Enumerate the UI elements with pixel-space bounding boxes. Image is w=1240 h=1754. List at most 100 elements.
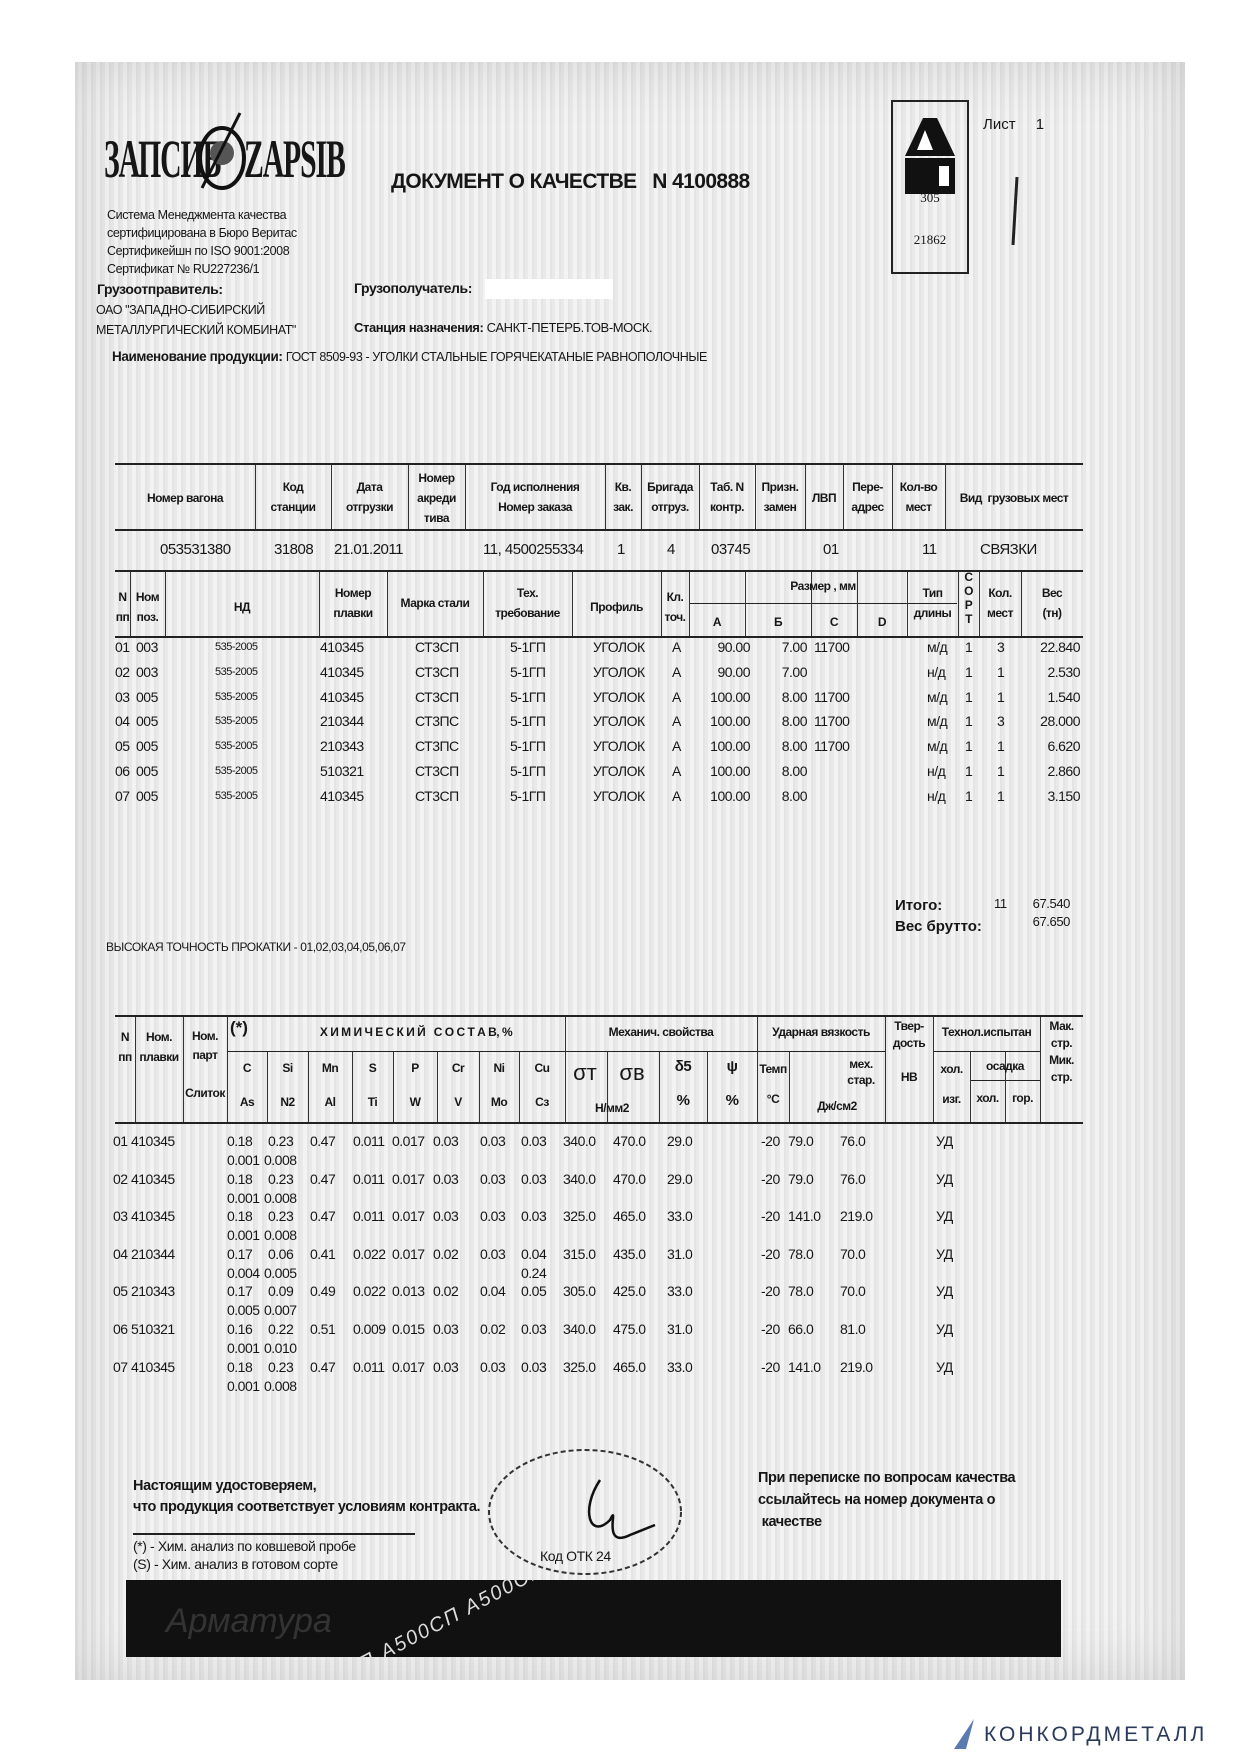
- item-row-4-places: 3: [997, 713, 1005, 730]
- item-row-2-tech: 5-1ГП: [510, 663, 546, 680]
- rolling-accuracy-note: ВЫСОКАЯ ТОЧНОСТЬ ПРОКАТКИ - 01,02,03,04,…: [106, 940, 406, 954]
- table-column-divider: [165, 572, 166, 636]
- footnote-product-analysis: (S) - Хим. анализ в готовом сорте: [133, 1556, 338, 1572]
- chem-row-1-si: 0.23: [268, 1133, 294, 1149]
- chem-row-1-delta5: 29.0: [667, 1133, 693, 1149]
- chem-row-3-delta5: 33.0: [667, 1208, 693, 1225]
- chem-row-4-as: 0.004: [227, 1264, 260, 1281]
- chem-row-5-n2: 0.007: [264, 1302, 297, 1319]
- header-a: А: [712, 615, 722, 629]
- total-places: 11: [994, 896, 1007, 911]
- chem-row-5-impact-aged: 70.0: [840, 1283, 866, 1300]
- item-row-7-size-b: 8.00: [781, 787, 808, 804]
- item-row-2-sort: 1: [965, 663, 973, 680]
- shipment-wagon: 053531380: [160, 541, 231, 558]
- chem-row-4-sigma-t: 315.0: [563, 1245, 596, 1262]
- chem-row-3-sigma-t: 325.0: [563, 1208, 596, 1225]
- item-row-4-length-type: м/д: [927, 713, 948, 730]
- table-column-divider: [689, 572, 690, 636]
- table-column-divider: [907, 572, 908, 636]
- table-rule: [115, 529, 1083, 531]
- table-rule: [115, 1122, 1083, 1124]
- item-row-4-size-c: 11700: [814, 713, 850, 730]
- table-column-divider: [393, 1052, 394, 1122]
- table-column-divider: [933, 1017, 934, 1122]
- chem-header-element: P W: [409, 1061, 421, 1109]
- shipment-lvp: 01: [823, 541, 839, 558]
- item-row-3-profile: УГОЛОК: [593, 688, 645, 705]
- item-row-5-pos: 005: [136, 738, 158, 755]
- certification-line: Система Менеджмента качества: [107, 208, 287, 222]
- footnote-ladle-analysis: (*) - Хим. анализ по ковшевой пробе: [133, 1538, 356, 1554]
- item-row-2-profile: УГОЛОК: [593, 663, 645, 680]
- gross-weight-label: Вес брутто:: [895, 918, 982, 935]
- item-row-3-grade: СТ3СП: [415, 688, 459, 705]
- item-row-5-sort: 1: [965, 738, 973, 755]
- item-row-5-class: А: [672, 738, 681, 755]
- chem-row-7-cr: 0.03: [433, 1358, 459, 1375]
- table-rule: [689, 603, 957, 604]
- chem-row-5-impact: 78.0: [788, 1283, 814, 1300]
- header-replace: Призн. замен: [761, 480, 799, 514]
- table-column-divider: [227, 1017, 228, 1122]
- table-column-divider: [857, 572, 858, 636]
- mc-mark-box: 305 21862: [891, 100, 969, 274]
- chem-row-6-mn: 0.51: [310, 1321, 336, 1337]
- chem-row-6-heat: 06 510321: [113, 1321, 175, 1337]
- chem-row-5-mn: 0.49: [310, 1283, 336, 1300]
- chem-header-impact: Ударная вязкость: [772, 1025, 870, 1039]
- chem-row-3-cr: 0.03: [433, 1208, 459, 1225]
- item-row-2-pos: 003: [136, 663, 158, 680]
- item-row-1-heat: 410345: [320, 639, 364, 655]
- item-row-1-nd: 535-2005: [215, 641, 258, 653]
- chem-header-upset: осадка: [986, 1059, 1024, 1073]
- item-row-1-grade: СТ3СП: [415, 639, 459, 655]
- chem-row-3-as: 0.001: [227, 1227, 260, 1244]
- item-row-4-pos: 005: [136, 713, 158, 730]
- certification-line: Сертификейшн по ISO 9001:2008: [107, 244, 290, 258]
- chem-row-6-temp: -20: [761, 1321, 780, 1337]
- table-rule: [565, 1051, 757, 1052]
- shipment-date: 21.01.2011: [334, 541, 403, 558]
- item-row-3-size-b: 8.00: [781, 688, 808, 705]
- chem-row-6-n2: 0.010: [264, 1340, 297, 1356]
- chem-row-1-c: 0.18: [227, 1133, 253, 1149]
- table-column-divider: [483, 572, 484, 636]
- table-column-divider: [811, 572, 812, 636]
- item-row-5-n: 05: [115, 738, 130, 755]
- chem-row-3-s: 0.011: [353, 1208, 385, 1225]
- konkord-logo-text: КОНКОРДМЕТАЛЛ: [984, 1723, 1208, 1746]
- table-column-divider: [843, 465, 844, 529]
- item-row-2-n: 02: [115, 663, 130, 680]
- chem-row-7-mn: 0.47: [310, 1358, 336, 1375]
- chem-row-7-cu: 0.03: [521, 1358, 547, 1375]
- item-row-7-nd: 535-2005: [215, 789, 258, 802]
- item-row-7-grade: СТ3СП: [415, 787, 459, 804]
- item-row-6-heat: 510321: [320, 763, 364, 779]
- header-size: Размер , мм: [790, 579, 856, 593]
- header-order: Год исполнения Номер заказа: [490, 480, 580, 514]
- chem-row-2-impact-aged: 76.0: [840, 1170, 866, 1187]
- item-row-6-n: 06: [115, 763, 130, 779]
- item-row-6-sort: 1: [965, 763, 973, 779]
- chem-row-7-impact: 141.0: [788, 1358, 821, 1375]
- item-row-7-places: 1: [997, 787, 1005, 804]
- chem-row-3-ni: 0.03: [480, 1208, 506, 1225]
- item-row-3-places: 1: [997, 688, 1005, 705]
- chem-row-4-mn: 0.41: [310, 1245, 336, 1262]
- table-column-divider: [565, 1017, 566, 1122]
- chem-row-7-as: 0.001: [227, 1377, 260, 1394]
- shipper-name-line1: ОАО "ЗАПАДНО-СИБИРСКИЙ: [96, 303, 265, 317]
- header-qty: Кол. мест: [987, 586, 1013, 620]
- chem-row-6-impact-aged: 81.0: [840, 1321, 866, 1337]
- chem-header-element: Mn Al: [321, 1061, 339, 1109]
- table-column-divider: [958, 572, 959, 636]
- chem-row-1-p: 0.017: [392, 1133, 425, 1149]
- item-row-1-size-b: 7.00: [781, 639, 808, 655]
- item-row-1-length-type: м/д: [927, 639, 948, 655]
- header-readdress: Пере- адрес: [851, 480, 884, 514]
- item-row-5-nd: 535-2005: [215, 740, 258, 753]
- item-row-2-places: 1: [997, 663, 1005, 680]
- item-row-7-profile: УГОЛОК: [593, 787, 645, 804]
- chem-row-2-c: 0.18: [227, 1170, 253, 1187]
